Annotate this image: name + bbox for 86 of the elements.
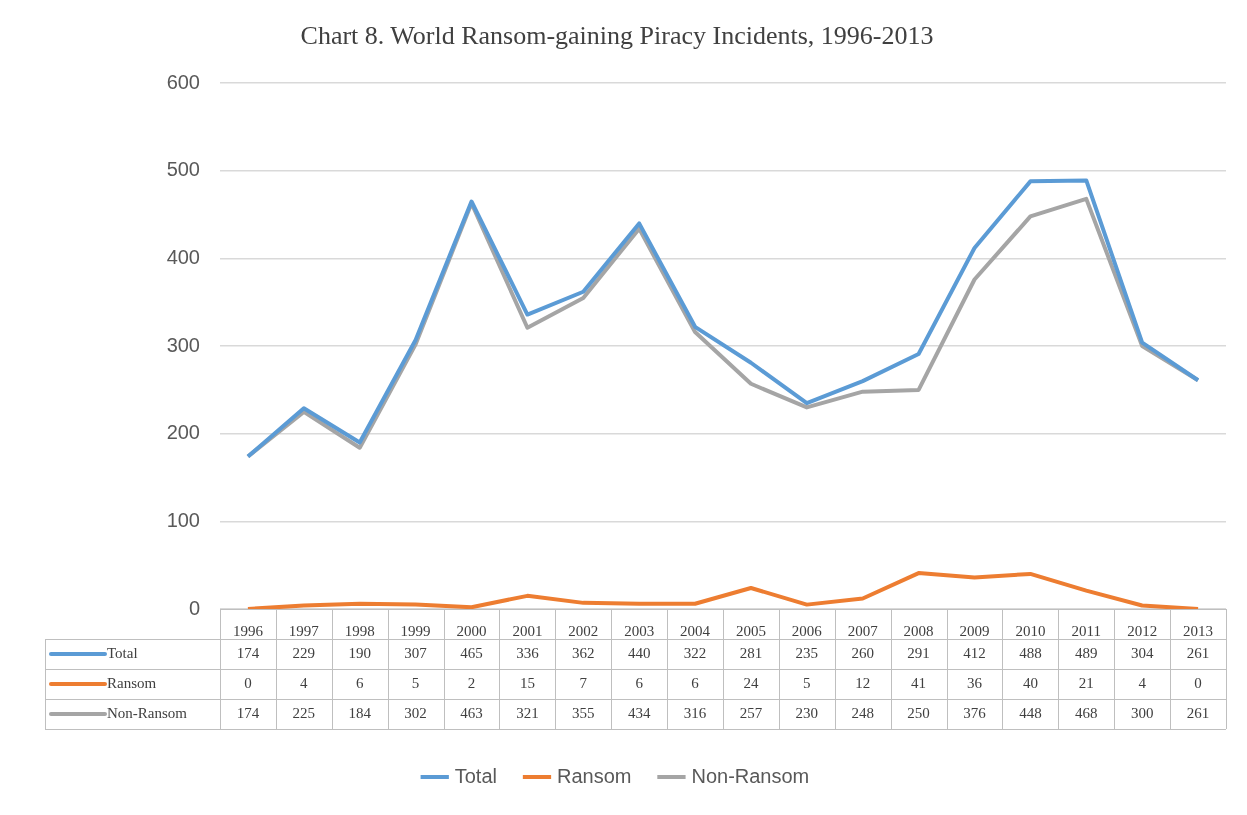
data-label: 440 <box>627 644 651 661</box>
x-tick-label: 2011 <box>1071 622 1101 639</box>
y-tick-label: 100 <box>166 508 200 531</box>
x-tick-label: 2008 <box>903 622 934 639</box>
x-tick-label: 2010 <box>1015 622 1046 639</box>
y-tick-label: 600 <box>166 70 200 93</box>
data-label: 261 <box>1186 644 1210 661</box>
data-label: 5 <box>411 674 420 691</box>
data-label: 5 <box>803 674 811 691</box>
x-tick-label: 2013 <box>1183 622 1214 639</box>
data-label: 376 <box>963 704 987 721</box>
data-label: 412 <box>963 644 986 661</box>
data-label: 300 <box>1130 704 1154 721</box>
data-label: 260 <box>851 644 874 661</box>
data-label: 465 <box>460 644 483 661</box>
data-label: 488 <box>1019 644 1042 661</box>
data-label: 230 <box>795 704 819 721</box>
y-tick-label: 200 <box>166 421 200 444</box>
data-label: 362 <box>572 644 595 661</box>
data-label: 7 <box>579 674 588 691</box>
x-tick-label: 2004 <box>680 622 711 639</box>
y-tick-label: 500 <box>166 158 200 181</box>
data-label: 304 <box>1130 644 1154 661</box>
data-label: 4 <box>300 674 309 691</box>
data-label: 0 <box>244 674 252 691</box>
text: Total <box>454 764 497 787</box>
x-tick-label: 2003 <box>624 622 655 639</box>
data-label: 336 <box>516 644 540 661</box>
data-label: 174 <box>236 644 260 661</box>
data-label: 40 <box>1022 674 1038 691</box>
x-tick-label: 2005 <box>735 622 766 639</box>
data-label: 261 <box>1186 704 1210 721</box>
data-label: 36 <box>967 674 983 691</box>
y-tick-label: 400 <box>166 245 200 268</box>
data-label: 235 <box>795 644 819 661</box>
data-label: 355 <box>572 704 595 721</box>
data-label: 0 <box>1194 674 1202 691</box>
x-tick-label: 2006 <box>791 622 823 639</box>
text: Ransom <box>556 764 632 787</box>
y-tick-label: 300 <box>166 333 200 356</box>
x-tick-label: 2009 <box>959 622 990 639</box>
data-label: 24 <box>743 674 759 691</box>
data-label: 12 <box>855 674 871 691</box>
data-label: 291 <box>907 644 930 661</box>
data-label: 321 <box>516 704 539 721</box>
data-label: 307 <box>404 644 428 661</box>
x-tick-label: 2012 <box>1127 622 1158 639</box>
data-label: 322 <box>683 644 707 661</box>
data-label: 463 <box>460 704 483 721</box>
x-tick-label: 2002 <box>568 622 599 639</box>
legend-label: Non-Ransom <box>107 704 188 721</box>
data-label: 434 <box>627 704 651 721</box>
data-label: 6 <box>355 674 364 691</box>
chart-title: Chart 8. World Ransom-gaining Piracy Incidents, 1996-2013 <box>300 21 934 51</box>
data-label: 468 <box>1075 704 1098 721</box>
data-label: 316 <box>683 704 707 721</box>
data-label: 2 <box>467 674 476 691</box>
data-label: 190 <box>348 644 371 661</box>
x-tick-label: 2001 <box>512 622 543 639</box>
legend-label: Ransom <box>107 674 157 691</box>
y-tick-label: 0 <box>188 596 200 619</box>
data-label: 489 <box>1075 644 1098 661</box>
data-label: 225 <box>292 704 316 721</box>
data-label: 448 <box>1019 704 1042 721</box>
x-tick-label: 2000 <box>456 622 487 639</box>
x-tick-label: 1998 <box>344 622 375 639</box>
data-label: 4 <box>1138 674 1147 691</box>
data-label: 6 <box>691 674 700 691</box>
data-label: 257 <box>739 704 763 721</box>
data-label: 250 <box>907 704 930 721</box>
legend-label: Total <box>107 644 138 661</box>
data-label: 15 <box>519 674 535 691</box>
x-tick-label: 1999 <box>400 622 431 639</box>
data-label: 21 <box>1078 674 1094 691</box>
x-tick-label: 1997 <box>288 622 320 639</box>
data-label: 248 <box>851 704 874 721</box>
data-label: 174 <box>236 704 260 721</box>
text: Non-Ransom <box>691 764 810 787</box>
data-label: 41 <box>911 674 927 691</box>
x-tick-label: 2007 <box>847 622 879 639</box>
data-label: 184 <box>348 704 372 721</box>
x-tick-label: 1996 <box>232 622 264 639</box>
data-label: 281 <box>739 644 763 661</box>
data-label: 229 <box>292 644 316 661</box>
data-label: 6 <box>635 674 644 691</box>
data-label: 302 <box>404 704 427 721</box>
